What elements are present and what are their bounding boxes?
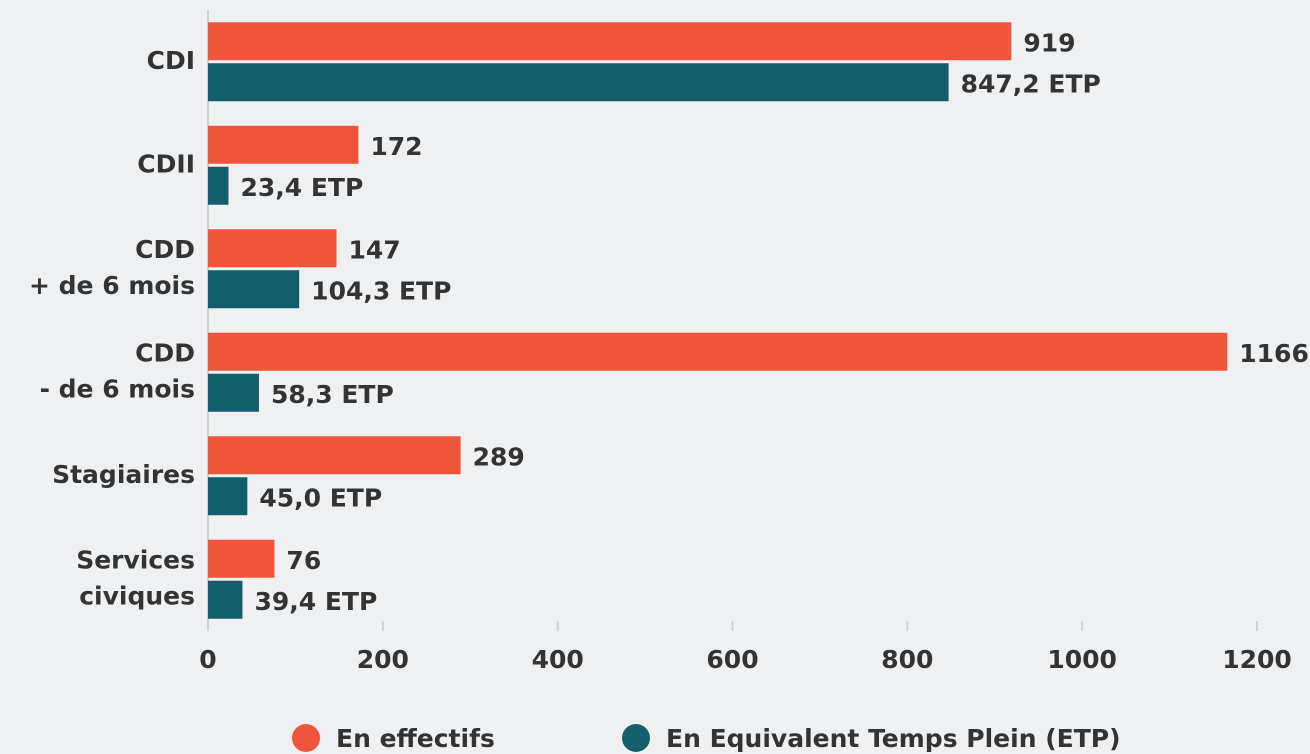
bar [208,373,259,412]
y-tick-label: CDI [147,46,195,75]
y-tick-label: CDII [137,149,195,178]
bar [208,22,1012,61]
y-tick-label: + de 6 mois [29,271,195,300]
bar [208,63,949,102]
y-tick-label: CDD [135,235,195,264]
x-tick-label: 0 [199,645,216,674]
y-tick-label: Services [76,545,195,574]
value-label: 104,3 ETP [311,276,451,305]
value-label: 39,4 ETP [254,587,377,616]
y-tick-label: Stagiaires [52,460,195,489]
bar [208,580,243,619]
legend-marker [622,724,650,752]
value-label: 847,2 ETP [961,69,1101,98]
value-label: 58,3 ETP [271,380,394,409]
bar [208,436,461,475]
x-tick-label: 1200 [1222,645,1292,674]
value-label: 919 [1023,28,1075,57]
x-tick-label: 400 [532,645,584,674]
bar [208,166,229,205]
bar [208,270,300,309]
y-tick-label: - de 6 mois [40,374,195,403]
value-label: 23,4 ETP [240,173,363,202]
bar [208,332,1228,371]
legend-label: En effectifs [336,724,495,753]
value-label: 1166 [1239,339,1309,368]
bar [208,477,248,516]
bar [208,539,275,578]
value-label: 172 [370,132,422,161]
x-tick-label: 1000 [1047,645,1117,674]
value-label: 76 [286,546,321,575]
bar [208,125,359,164]
value-label: 147 [349,235,401,264]
legend-label: En Equivalent Temps Plein (ETP) [666,724,1121,753]
x-tick-label: 200 [357,645,409,674]
bar [208,229,337,268]
x-tick-label: 800 [881,645,933,674]
value-label: 45,0 ETP [259,483,382,512]
y-tick-label: civiques [79,581,195,610]
y-tick-label: CDD [135,338,195,367]
value-label: 289 [473,442,525,471]
legend-marker [292,724,320,752]
x-tick-label: 600 [706,645,758,674]
